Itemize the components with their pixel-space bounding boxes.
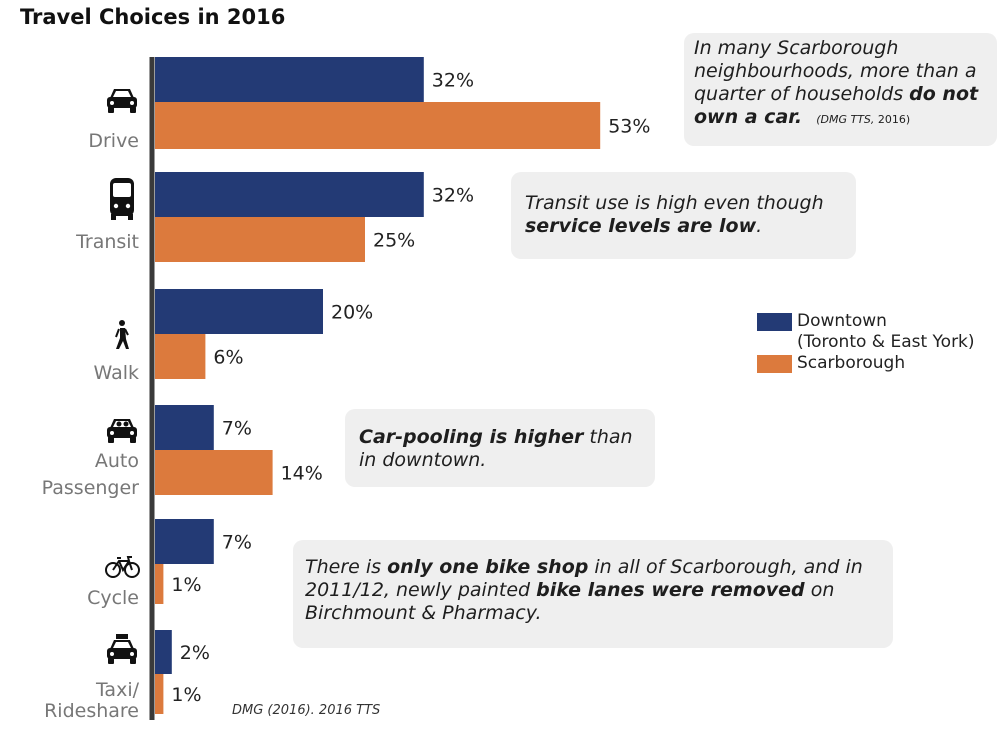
bar-downtown: [155, 172, 424, 217]
category-label: Passenger: [42, 477, 140, 499]
data-label: 6%: [213, 347, 243, 369]
annotation-source-year: 2016): [874, 113, 911, 126]
legend-swatch-downtown: [757, 313, 792, 331]
annotation-text-end: .: [756, 215, 763, 237]
data-label: 7%: [222, 418, 252, 440]
car-passengers-icon: [107, 419, 137, 443]
annotation-car-ownership: In many Scarborough neighbourhoods, more…: [684, 33, 997, 146]
bar-downtown: [155, 630, 172, 674]
category-label: Transit: [75, 231, 139, 253]
bar-scarborough: [155, 102, 601, 149]
car-icon: [107, 89, 137, 113]
data-label: 14%: [281, 463, 323, 485]
taxi-icon: [107, 634, 137, 664]
category-label: Walk: [94, 362, 140, 384]
annotation-emphasis: do not own a car.: [694, 83, 979, 128]
data-label: 1%: [171, 684, 201, 706]
legend-label-downtown-sub: (Toronto & East York): [797, 332, 975, 352]
annotation-emphasis: only one bike shop: [387, 556, 589, 578]
annotation-text: in all of Scarborough, and in 2011/12, n…: [305, 556, 863, 601]
annotation-text: In many Scarborough neighbourhoods, more…: [694, 37, 977, 105]
bar-scarborough: [155, 217, 365, 262]
data-label: 32%: [432, 70, 474, 92]
pedestrian-icon: [115, 320, 129, 349]
data-label: 7%: [222, 532, 252, 554]
bar-scarborough: [155, 450, 273, 495]
legend-swatch-scarborough: [757, 355, 792, 373]
category-label: Cycle: [87, 587, 139, 609]
legend-item-downtown: Downtown (Toronto & East York): [757, 311, 975, 353]
category-label: Drive: [88, 130, 139, 152]
annotation-transit: Transit use is high even though service …: [511, 172, 856, 259]
data-label: 32%: [432, 185, 474, 207]
source-note: DMG (2016). 2016 TTS: [232, 703, 381, 718]
data-label: 1%: [171, 574, 201, 596]
annotation-carpool: Car-pooling is higher than in downtown.: [345, 409, 655, 487]
legend-item-scarborough: Scarborough: [757, 353, 975, 374]
annotation-text-end: on Birchmount & Pharmacy.: [305, 579, 835, 624]
bar-downtown: [155, 57, 424, 102]
legend: Downtown (Toronto & East York) Scarborou…: [757, 311, 975, 374]
category-label: Auto: [95, 450, 139, 472]
legend-label-scarborough: Scarborough: [797, 353, 906, 373]
annotation-text: There is: [305, 556, 388, 578]
bar-scarborough: [155, 674, 164, 714]
category-label: Rideshare: [44, 700, 139, 722]
chart-title: Travel Choices in 2016: [20, 5, 286, 29]
annotation-emphasis: bike lanes were removed: [536, 579, 805, 601]
bar-scarborough: [155, 564, 164, 604]
bicycle-icon: [105, 556, 140, 578]
bar-downtown: [155, 519, 214, 564]
bus-icon: [110, 178, 134, 220]
annotation-text: Transit use is high even though: [525, 192, 824, 214]
data-label: 2%: [180, 642, 210, 664]
annotation-bike: There is only one bike shop in all of Sc…: [293, 540, 893, 648]
data-label: 25%: [373, 230, 415, 252]
category-label: Taxi/: [95, 679, 140, 701]
annotation-text: than in downtown.: [359, 426, 633, 471]
data-label: 20%: [331, 302, 373, 324]
bar-downtown: [155, 289, 323, 334]
data-label: 53%: [608, 116, 650, 138]
bar-scarborough: [155, 334, 206, 379]
annotation-emphasis: service levels are low: [525, 215, 757, 237]
bar-downtown: [155, 405, 214, 450]
legend-label-downtown: Downtown: [797, 311, 887, 331]
annotation-emphasis: Car-pooling is higher: [359, 426, 584, 448]
annotation-source: (DMG TTS,: [816, 113, 875, 126]
